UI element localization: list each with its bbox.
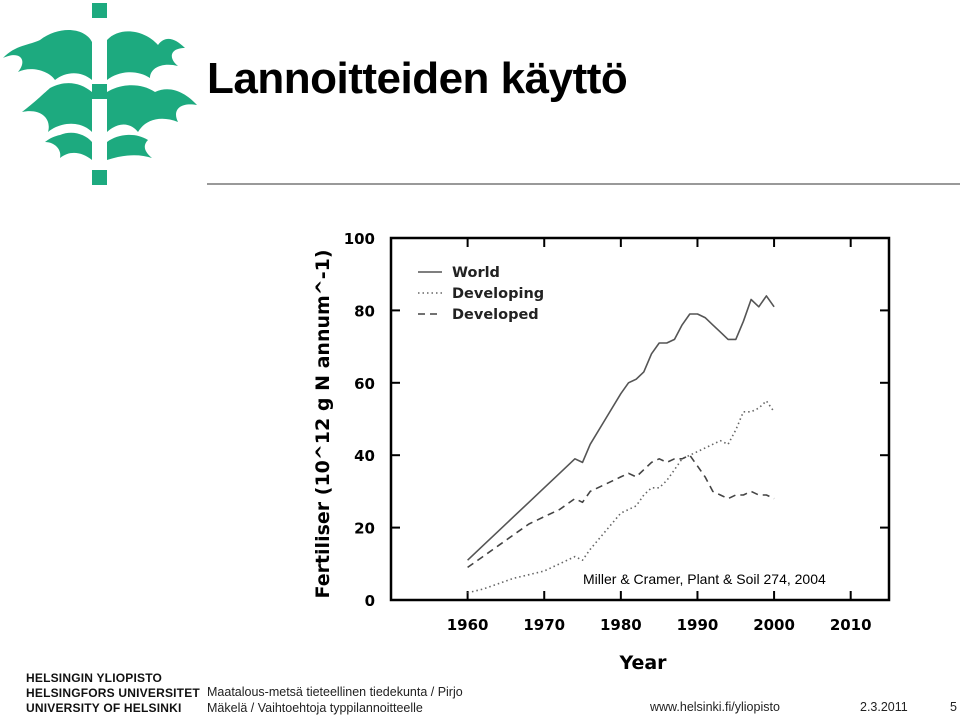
slide-title: Lannoitteiden käyttö	[207, 54, 628, 103]
chart-citation: Miller & Cramer, Plant & Soil 274, 2004	[583, 571, 826, 587]
footer-author-line1: Maatalous-metsä tieteellinen tiedekunta …	[207, 685, 463, 699]
x-tick-label: 1970	[523, 616, 565, 634]
series-line-world	[467, 295, 775, 561]
university-name-block: HELSINGIN YLIOPISTO HELSINGFORS UNIVERSI…	[26, 671, 200, 716]
legend-label-developing: Developing	[452, 286, 544, 302]
page-number: 5	[950, 700, 957, 714]
footer-url[interactable]: www.helsinki.fi/yliopisto	[650, 700, 780, 714]
x-tick-label: 1980	[600, 616, 642, 634]
x-tick-label: 1960	[447, 616, 489, 634]
legend-label-developed: Developed	[452, 307, 539, 323]
series-line-developed	[467, 454, 775, 569]
x-tick-label: 2000	[753, 616, 795, 634]
footer-date: 2.3.2011	[860, 700, 908, 714]
x-tick-label: 1990	[677, 616, 719, 634]
university-name-sv: HELSINGFORS UNIVERSITET	[26, 686, 200, 700]
university-name-fi: HELSINGIN YLIOPISTO	[26, 671, 163, 685]
footer-author-line2: Mäkelä / Vaihtoehtoja typpilannoitteelle	[207, 701, 423, 715]
university-flame-logo	[3, 3, 197, 185]
y-tick-label: 100	[344, 230, 375, 248]
y-tick-label: 0	[365, 592, 375, 610]
y-axis-label: Fertiliser (10^12 g N annum^-1)	[312, 249, 334, 598]
y-tick-label: 20	[354, 520, 375, 538]
y-tick-label: 80	[354, 302, 375, 320]
x-axis-label: Year	[618, 652, 667, 674]
x-tick-label: 2010	[830, 616, 872, 634]
series-line-developing	[467, 400, 775, 594]
y-tick-label: 60	[354, 375, 375, 393]
y-tick-label: 40	[354, 447, 375, 465]
plot-frame	[389, 236, 891, 602]
footer-author: Maatalous-metsä tieteellinen tiedekunta …	[207, 684, 463, 716]
title-divider	[207, 183, 960, 185]
university-name-en: UNIVERSITY OF HELSINKI	[26, 701, 182, 715]
legend-label-world: World	[452, 265, 500, 281]
